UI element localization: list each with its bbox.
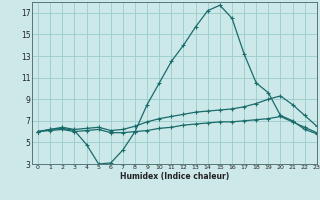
X-axis label: Humidex (Indice chaleur): Humidex (Indice chaleur): [120, 172, 229, 181]
